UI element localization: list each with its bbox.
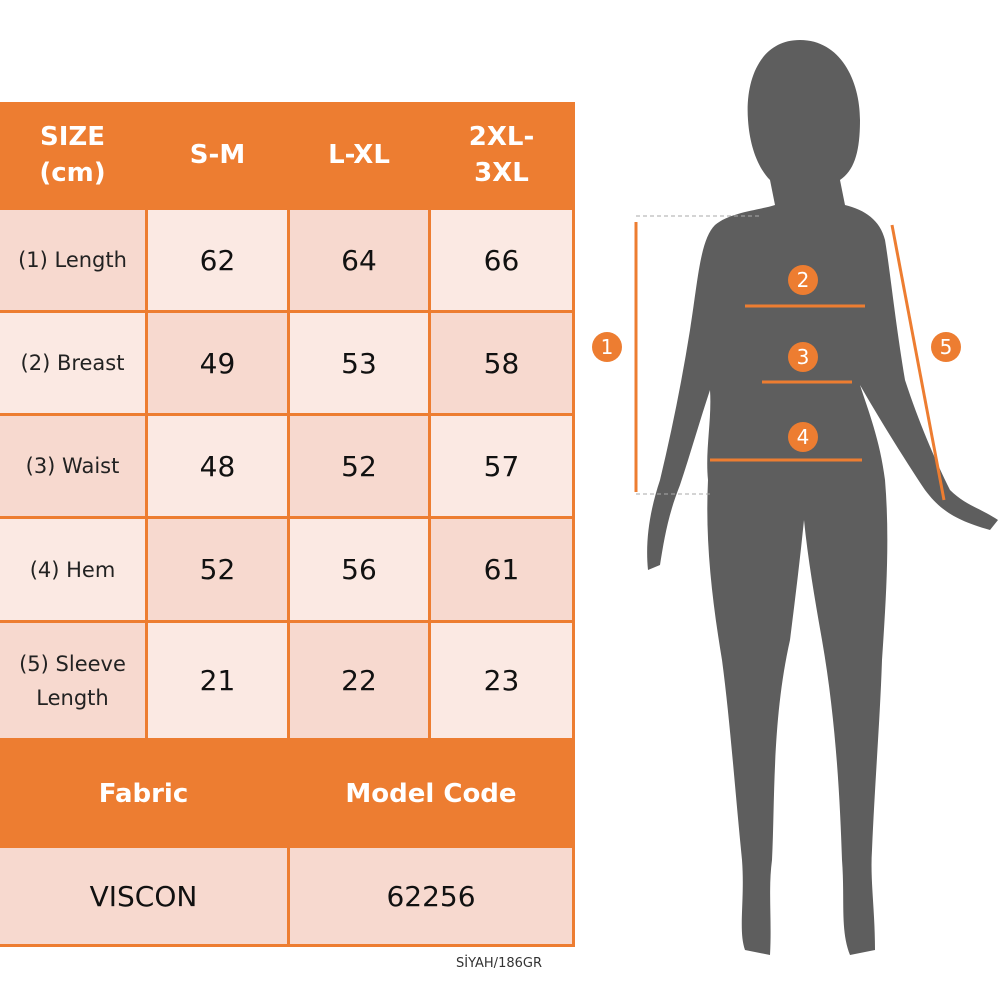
size-value: 48 [148,416,287,516]
size-value-text: 53 [341,346,377,380]
header-cell: SIZE (cm) [0,104,145,206]
size-value: 58 [431,313,572,413]
size-value-text: 52 [199,553,236,586]
row-label-text: (5) Sleeve Length [19,651,126,710]
footer-header-cell-text: Fabric [98,778,189,809]
marker-2-label: 2 [797,268,810,292]
size-value: 21 [148,623,287,738]
footer-value-cell-text: 62256 [386,879,476,913]
row-label: (3) Waist [0,416,145,516]
size-value-text: 58 [483,346,520,380]
footer-value-cell: 62256 [290,848,572,944]
body-silhouette: 1 2 3 4 5 [592,40,998,955]
size-value: 23 [431,623,572,738]
marker-1-icon [592,332,622,362]
marker-5-icon [931,332,961,362]
row-label: (4) Hem [0,519,145,620]
size-value-text: 61 [483,553,520,586]
size-value: 22 [290,623,428,738]
header-cell: S-M [148,104,287,206]
header-cell-text: L-XL [328,140,390,170]
header-cell-text: 2XL- 3XL [468,122,535,188]
row-label: (1) Length [0,210,145,310]
size-value: 56 [290,519,428,620]
footer-value-cell: VISCON [0,848,287,944]
size-value-text: 56 [341,553,377,586]
sleeve-arrow [890,224,946,501]
size-value-text: 49 [199,346,236,380]
marker-1-label: 1 [601,335,614,359]
size-value: 62 [148,210,287,310]
footer-header-cell-text: Model Code [345,778,517,809]
size-value-text: 57 [483,449,520,483]
size-value-text: 22 [341,664,377,697]
size-value-text: 48 [199,449,236,483]
size-value: 52 [148,519,287,620]
footer-value-cell-text: VISCON [89,879,198,913]
size-value: 49 [148,313,287,413]
size-value-text: 64 [341,243,377,277]
size-value: 53 [290,313,428,413]
size-value: 52 [290,416,428,516]
header-cell-text: SIZE (cm) [39,122,106,188]
marker-4-icon [788,422,818,452]
size-value: 64 [290,210,428,310]
marker-3-icon [788,342,818,372]
size-value-text: 66 [483,243,520,277]
size-value-text: 52 [341,449,377,483]
footer-header-cell: Model Code [290,742,572,845]
row-label-text: (3) Waist [25,454,120,478]
size-value: 66 [431,210,572,310]
marker-5-label: 5 [940,335,953,359]
header-cell: L-XL [290,104,428,206]
size-value-text: 21 [199,664,236,697]
silhouette-shape [647,40,998,955]
size-value-text: 62 [199,243,236,277]
color-weight-note: SİYAH/186GR [456,956,542,971]
marker-3-label: 3 [797,345,810,369]
marker-4-label: 4 [797,425,810,449]
header-cell: 2XL- 3XL [431,104,572,206]
row-label-text: (4) Hem [29,557,116,582]
row-label: (2) Breast [0,313,145,413]
header-cell-text: S-M [189,140,246,170]
row-label-text: (1) Length [18,248,127,272]
row-label-text: (2) Breast [20,351,125,375]
footer-header-cell: Fabric [0,742,287,845]
marker-2-icon [788,265,818,295]
size-value: 57 [431,416,572,516]
size-value-text: 23 [483,664,520,697]
size-value: 61 [431,519,572,620]
row-label: (5) Sleeve Length [0,623,145,738]
